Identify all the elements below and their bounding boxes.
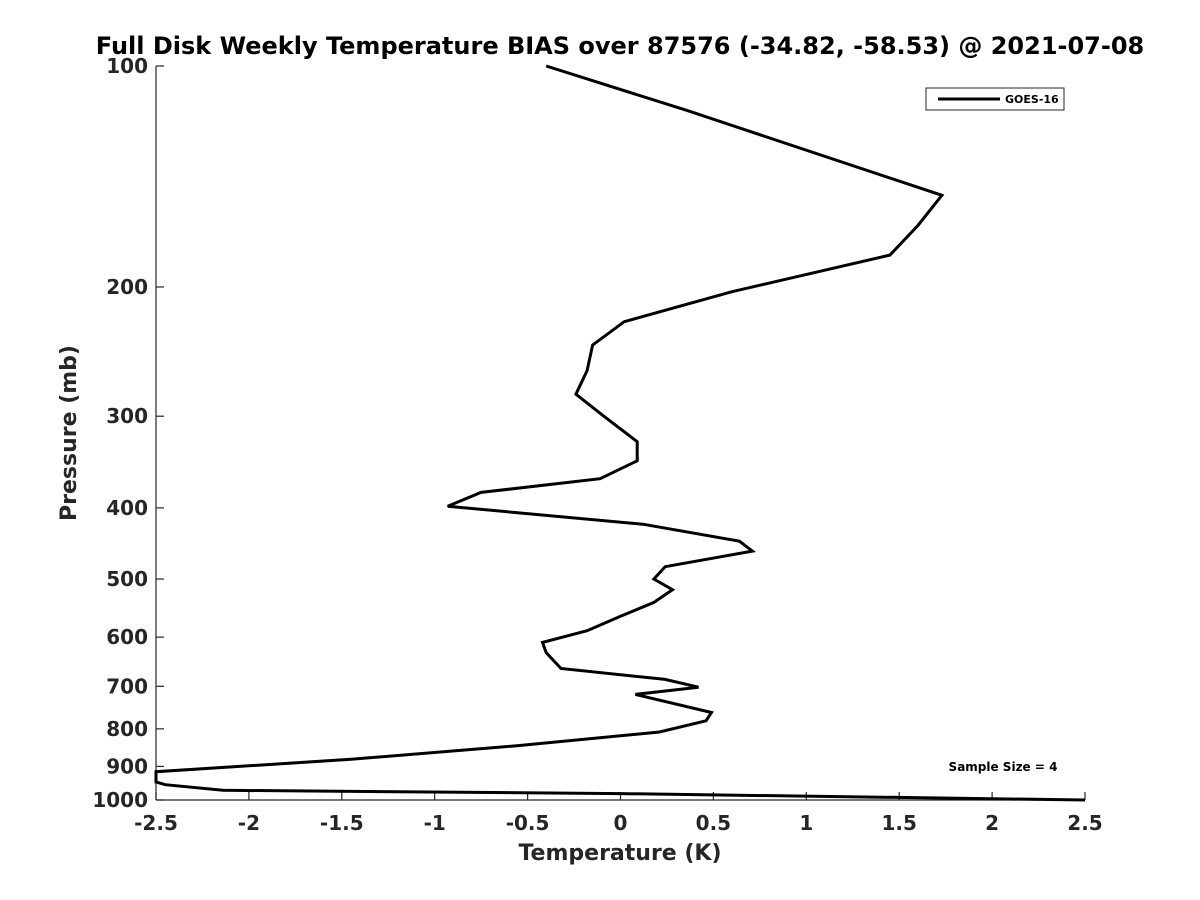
x-tick-label: -2.5 [134, 811, 178, 835]
y-tick-label: 700 [106, 674, 148, 698]
x-tick-label: 2 [985, 811, 999, 835]
y-tick-label: 400 [106, 496, 148, 520]
y-tick-label: 500 [106, 567, 148, 591]
chart-title: Full Disk Weekly Temperature BIAS over 8… [96, 32, 1144, 60]
y-tick-label: 300 [106, 404, 148, 428]
y-tick-label: 200 [106, 275, 148, 299]
x-tick-label: 1.5 [881, 811, 916, 835]
sample-size-annotation: Sample Size = 4 [949, 760, 1058, 774]
x-tick-label: -0.5 [506, 811, 550, 835]
y-tick-label: 900 [106, 754, 148, 778]
y-tick-label: 800 [106, 717, 148, 741]
series-line-goes-16 [154, 64, 1086, 802]
series-layer [154, 64, 1086, 802]
y-ticks: 100 200 300 400 500 600 700 800 900 1000 [92, 54, 164, 812]
y-tick-label: 600 [106, 625, 148, 649]
x-ticks: -2.5 -2 -1.5 -1 -0.5 0 0.5 1 1.5 2 2.5 [134, 792, 1103, 835]
x-tick-label: -1.5 [320, 811, 364, 835]
x-tick-label: -2 [238, 811, 260, 835]
y-axis-label: Pressure (mb) [57, 345, 82, 521]
x-tick-label: 2.5 [1067, 811, 1102, 835]
legend-label: GOES-16 [1005, 93, 1059, 106]
x-axis-label: Temperature (K) [518, 841, 721, 866]
x-tick-label: -1 [424, 811, 446, 835]
x-tick-label: 0 [614, 811, 628, 835]
y-tick-label: 1000 [92, 788, 148, 812]
x-tick-label: 1 [799, 811, 813, 835]
legend: GOES-16 [925, 87, 1065, 111]
x-tick-label: 0.5 [696, 811, 731, 835]
y-tick-label: 100 [106, 54, 148, 78]
plot-area: -2.5 -2 -1.5 -1 -0.5 0 0.5 1 1.5 2 2.5 100 200 300 40… [92, 54, 1102, 835]
